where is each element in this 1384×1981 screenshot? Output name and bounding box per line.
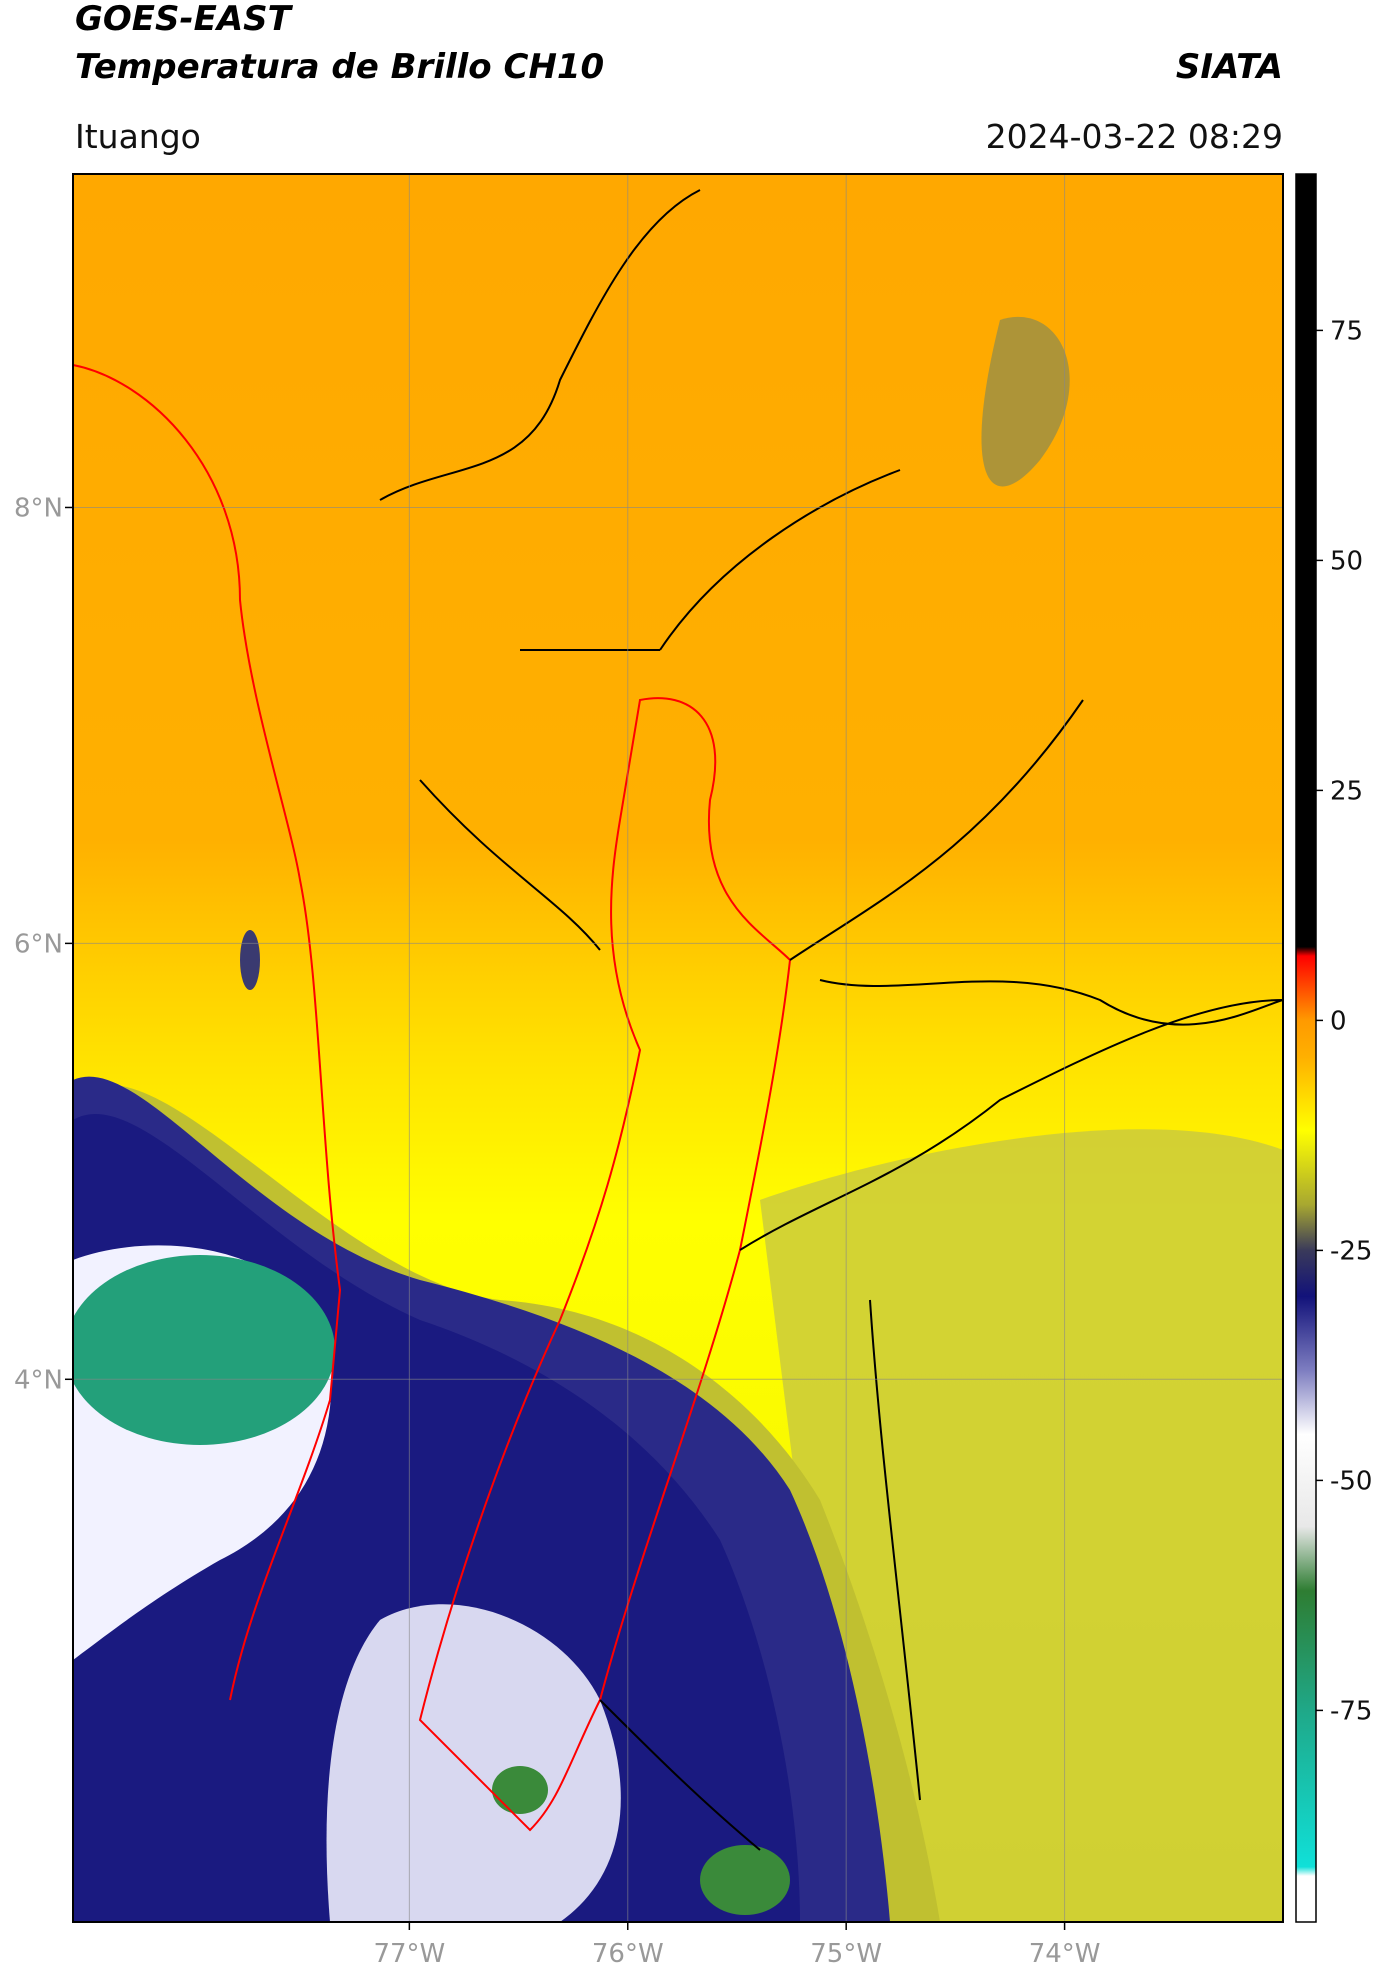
colorbar-tick-label: 0 bbox=[1330, 1006, 1347, 1036]
map-image bbox=[73, 174, 1283, 1922]
colorbar bbox=[1295, 173, 1317, 1923]
x-tick-label: 76°W bbox=[592, 1939, 664, 1969]
colorbar-tick-label: -50 bbox=[1330, 1466, 1372, 1496]
y-tick-label: 6°N bbox=[14, 929, 63, 959]
x-tick-label: 77°W bbox=[373, 1939, 445, 1969]
subtitle: Temperatura de Brillo CH10 bbox=[75, 47, 604, 87]
colorbar-tick-label: -75 bbox=[1330, 1696, 1372, 1726]
map-frame bbox=[72, 173, 1284, 1923]
y-tick-label: 8°N bbox=[14, 493, 63, 523]
colorbar-tick-label: 75 bbox=[1330, 316, 1363, 346]
colorbar-tick-label: -25 bbox=[1330, 1236, 1372, 1266]
x-tick-label: 74°W bbox=[1029, 1939, 1101, 1969]
title: GOES-EAST bbox=[75, 0, 294, 39]
colorbar-tick-label: 25 bbox=[1330, 776, 1363, 806]
colorbar-tick-label: 50 bbox=[1330, 546, 1363, 576]
source: SIATA bbox=[1176, 47, 1283, 87]
y-tick-label: 4°N bbox=[14, 1365, 63, 1395]
datetime: 2024-03-22 08:29 bbox=[986, 117, 1283, 156]
x-tick-label: 75°W bbox=[810, 1939, 882, 1969]
region: Ituango bbox=[75, 117, 201, 156]
